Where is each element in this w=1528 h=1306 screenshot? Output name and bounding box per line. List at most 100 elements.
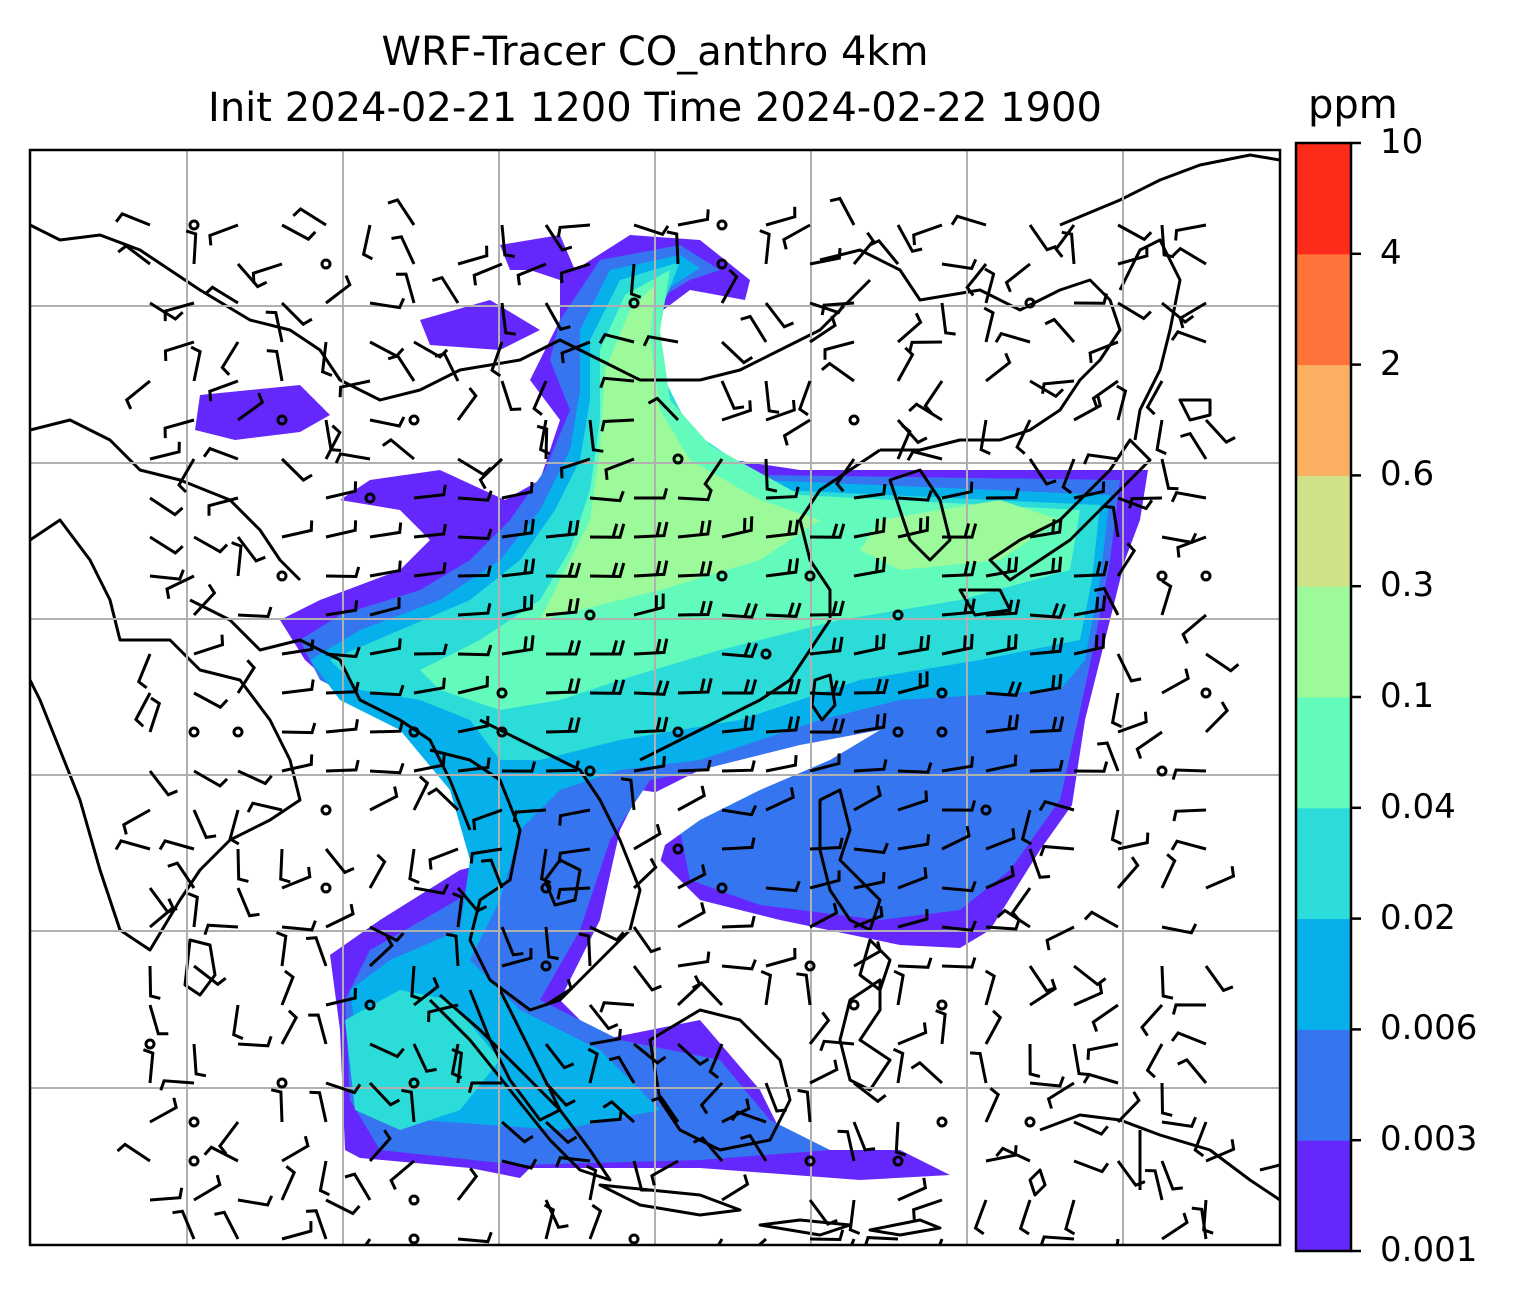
wind-barb [202, 446, 239, 461]
calm-wind-marker [320, 258, 332, 270]
wind-barb [325, 681, 360, 695]
wind-barb [721, 837, 756, 851]
wind-barb [633, 716, 669, 734]
wind-barb [281, 722, 317, 735]
wind-barb [193, 964, 227, 987]
calm-wind-marker [804, 570, 816, 582]
wind-barb [163, 301, 195, 322]
wind-barb [1160, 853, 1177, 889]
wind-barb [941, 598, 976, 617]
wind-barb [208, 223, 239, 246]
wind-barb [1029, 1076, 1065, 1088]
wind-barb [501, 481, 534, 500]
wind-barb [1160, 1082, 1173, 1117]
wind-barb [897, 909, 929, 929]
wind-barb [765, 754, 798, 773]
calm-wind-marker [804, 960, 816, 972]
wind-barb [325, 903, 355, 929]
wind-barb [545, 678, 581, 695]
wind-barb [546, 640, 582, 656]
calm-wind-marker [276, 414, 288, 426]
calm-wind-marker [1200, 687, 1212, 699]
wind-barb [1160, 224, 1175, 259]
wind-barb [536, 424, 549, 460]
wind-barb [699, 1081, 724, 1115]
wind-barb [558, 808, 591, 826]
wind-barb [369, 416, 406, 428]
wind-barb [896, 419, 928, 445]
wind-barb [721, 642, 759, 659]
wind-barb [853, 842, 889, 855]
wind-barb [809, 718, 846, 734]
calm-wind-marker [540, 882, 552, 894]
wind-barb [1193, 1121, 1208, 1158]
calm-wind-marker [980, 804, 992, 816]
calm-wind-marker [1156, 765, 1168, 777]
wind-barb [1073, 560, 1109, 578]
wind-barb [677, 902, 706, 929]
wind-barb [941, 633, 974, 656]
wind-barb [149, 569, 185, 581]
wind-barb [1103, 504, 1120, 538]
wind-barb [1010, 887, 1032, 922]
wind-barb [1117, 711, 1148, 734]
wind-barb [457, 457, 492, 477]
wind-barb [852, 1121, 876, 1152]
wind-barb [281, 639, 315, 656]
calm-wind-marker [716, 219, 728, 231]
calm-wind-marker [936, 726, 948, 738]
wind-barb [369, 638, 402, 656]
wind-barb [897, 516, 930, 539]
map-frame [28, 148, 1282, 1247]
wind-barb [703, 458, 724, 493]
wind-barb [1061, 230, 1076, 265]
wind-barb [608, 1055, 636, 1084]
calm-wind-marker [276, 570, 288, 582]
wind-barb [633, 521, 669, 539]
wind-barb [819, 1039, 855, 1052]
wind-barb [985, 633, 1018, 656]
wind-barb [985, 556, 1019, 578]
wind-barb [324, 848, 355, 875]
wind-barb [501, 1120, 534, 1144]
wind-barb [677, 519, 712, 539]
wind-barb [1161, 668, 1190, 695]
wind-barb [1205, 865, 1236, 890]
wind-barb [457, 245, 489, 266]
wind-barb [501, 761, 537, 773]
wind-barb [896, 424, 912, 460]
wind-barb [983, 306, 995, 343]
wind-barb [1204, 965, 1234, 993]
wind-barb [413, 484, 447, 500]
calm-wind-marker [936, 687, 948, 699]
wind-barb [543, 1203, 556, 1240]
gridlines [30, 150, 1280, 1245]
wind-barb [1039, 844, 1075, 857]
calm-wind-marker [848, 999, 860, 1011]
wind-barb [266, 349, 284, 382]
wind-barb [676, 974, 702, 1007]
wind-barb [720, 268, 739, 304]
wind-barb [721, 400, 752, 422]
wind-barb [984, 1087, 1001, 1123]
wind-barb [1073, 1120, 1109, 1136]
wind-barb [985, 599, 1021, 617]
wind-barb [472, 808, 503, 831]
wind-barb [545, 717, 581, 734]
wind-barb [590, 640, 626, 656]
wind-barb [721, 516, 754, 539]
calm-wind-marker [1024, 1116, 1036, 1128]
wind-barb [500, 224, 515, 258]
wind-barb [677, 489, 713, 502]
wind-barb [480, 858, 504, 889]
calm-wind-marker [716, 882, 728, 894]
wind-barb [1160, 965, 1174, 1000]
wind-barb [369, 762, 405, 775]
calm-wind-marker [188, 1155, 200, 1167]
wind-barb [809, 248, 842, 266]
wind-barb [1161, 923, 1198, 935]
wind-barb [115, 211, 151, 227]
colorbar-tick-label: 0.003 [1380, 1119, 1478, 1160]
colorbar-segment [1296, 253, 1351, 366]
wind-barb [765, 787, 795, 812]
